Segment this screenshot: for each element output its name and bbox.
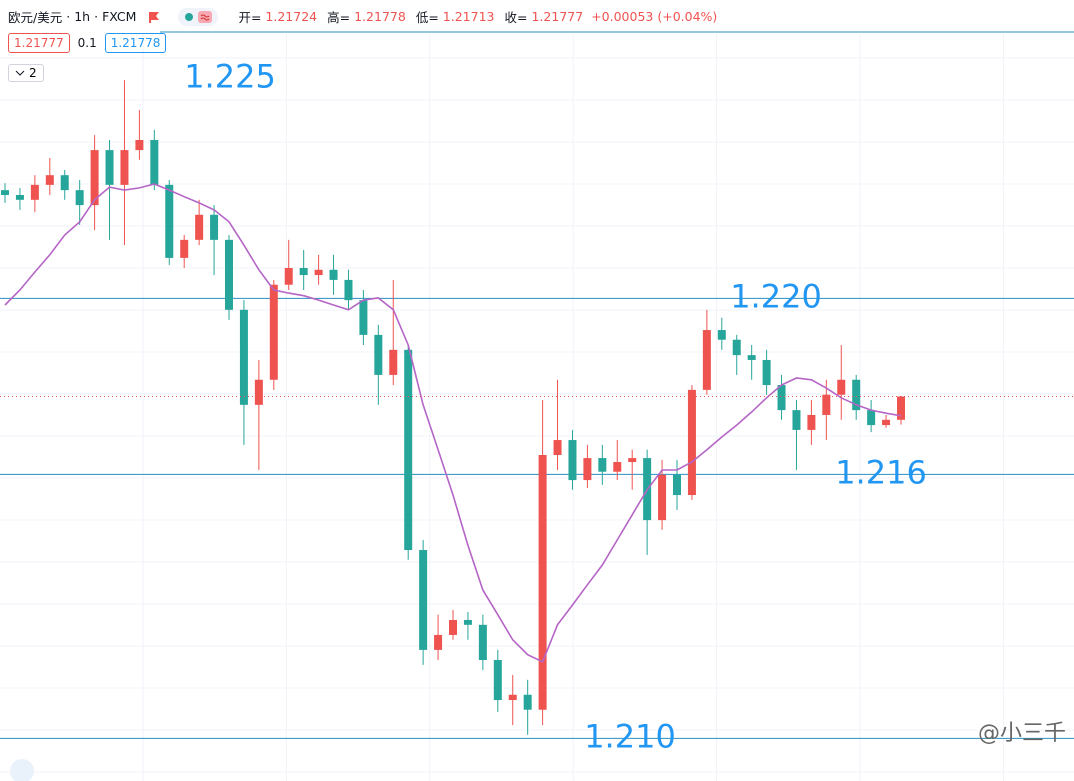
candle-body: [702, 330, 711, 390]
candle-body: [613, 462, 622, 472]
candle-body: [344, 279, 353, 301]
candle-body: [628, 458, 637, 463]
candle-body: [717, 330, 726, 340]
indicator-toggle[interactable]: 2: [8, 64, 44, 82]
low-label: 低=: [415, 10, 439, 25]
candle-body: [538, 454, 547, 710]
candle-body: [419, 550, 428, 650]
change-pct: (+0.04%): [657, 9, 718, 24]
high-label: 高=: [327, 10, 351, 25]
candle-body: [792, 410, 801, 430]
open-value: 1.21724: [265, 9, 318, 24]
level-label: 1.216: [835, 453, 927, 491]
candle-body: [882, 419, 891, 426]
spread: 0.1: [77, 36, 97, 50]
candle-body: [463, 619, 472, 625]
watermark: @小三千: [978, 721, 1066, 746]
separator: ·: [94, 9, 99, 24]
candle-body: [449, 619, 457, 635]
close-label: 收=: [504, 10, 528, 25]
low-value: 1.21713: [442, 9, 495, 24]
candle-body: [284, 268, 293, 285]
candle-body: [687, 389, 696, 496]
candle-body: [75, 190, 84, 206]
candle-body: [210, 214, 219, 240]
candle-body: [299, 268, 308, 276]
ask-badge[interactable]: 1.21778: [104, 33, 167, 53]
candle-body: [359, 300, 368, 335]
candle-body: [897, 396, 905, 420]
candle-body: [135, 139, 144, 151]
symbol[interactable]: 欧元/美元: [8, 10, 63, 25]
candle-body: [45, 175, 54, 185]
candle-body: [269, 284, 278, 380]
candle-body: [508, 694, 517, 701]
candle-body: [568, 440, 577, 481]
candle-body: [583, 458, 592, 481]
candle-body: [329, 269, 338, 280]
status-pill[interactable]: [178, 7, 219, 26]
candle-body: [30, 184, 39, 200]
level-label: 1.225: [184, 57, 276, 95]
candle-body: [434, 634, 443, 650]
candle-body: [105, 150, 114, 185]
candle-body: [374, 334, 383, 375]
candle-body: [165, 184, 174, 258]
candle-body: [90, 150, 99, 206]
flag-icon[interactable]: [148, 11, 160, 23]
indicator-count: 2: [29, 66, 37, 80]
candle-body: [673, 474, 681, 496]
candle-body: [389, 349, 398, 375]
candle-body: [15, 194, 24, 200]
separator: ·: [66, 9, 71, 24]
bid-badge[interactable]: 1.21777: [8, 33, 70, 53]
chevron: [15, 70, 25, 76]
legend: 欧元/美元 · 1h · FXCM 开= 1.21724 高= 1.21778 低=…: [8, 7, 717, 26]
candle-body: [120, 150, 129, 185]
logo: [10, 759, 34, 781]
candle-body: [867, 410, 876, 426]
candle-body: [747, 355, 756, 360]
candle-body: [225, 239, 233, 310]
candle-body: [195, 214, 204, 240]
candle-body: [837, 379, 846, 395]
open-label: 开=: [238, 10, 262, 25]
candle-body: [822, 394, 831, 415]
candle-body: [852, 379, 861, 411]
candle-body: [598, 458, 607, 472]
candle-body: [732, 339, 741, 356]
candle-body: [60, 175, 69, 191]
candle-body: [777, 385, 786, 411]
level-label: 1.210: [584, 717, 676, 755]
candle-body: [180, 239, 189, 258]
candle-body: [150, 139, 159, 185]
candle-body: [493, 660, 502, 701]
interval[interactable]: 1h: [74, 9, 91, 24]
candle-body: [478, 624, 487, 661]
candle-body: [762, 359, 771, 386]
high-value: 1.21778: [354, 9, 406, 24]
candle-body: [314, 269, 323, 276]
change: +0.00053: [591, 9, 654, 24]
moving-average: [4, 183, 902, 663]
candle-body: [1, 190, 9, 195]
candle-body: [239, 309, 248, 405]
quote-row: 1.21777 0.1 1.21778: [8, 33, 167, 53]
candle-body: [553, 440, 562, 455]
candle-body: [254, 379, 263, 405]
candle-body: [404, 349, 413, 551]
source: FXCM: [102, 9, 137, 24]
candle-body: [658, 474, 667, 521]
candle-body: [523, 694, 532, 710]
candle-body: [807, 414, 816, 430]
level-label: 1.220: [730, 277, 822, 315]
close-value: 1.21777: [531, 9, 584, 24]
